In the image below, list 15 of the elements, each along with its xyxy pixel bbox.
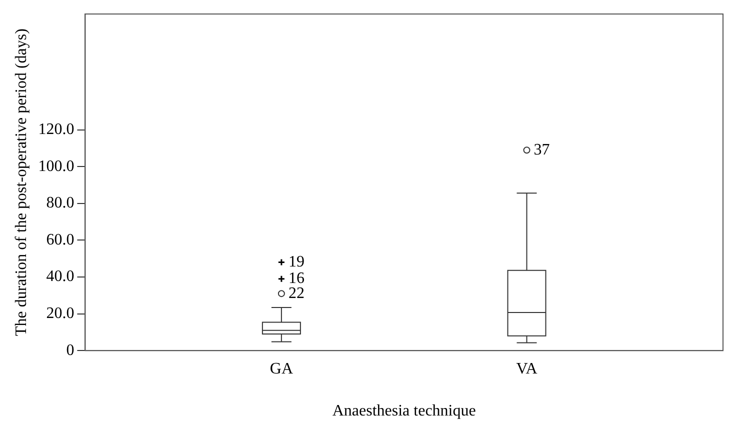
y-tick-label: 20.0 — [46, 305, 74, 322]
x-tick-label: VA — [516, 360, 538, 378]
y-tick-label: 80.0 — [46, 194, 74, 212]
annotation: 22 — [288, 284, 304, 302]
y-tick-label: 120.0 — [38, 121, 74, 138]
y-tick-label: 40.0 — [46, 268, 74, 286]
y-axis-title: The duration of the post-operative period (days) — [12, 28, 30, 336]
y-tick-label: 60.0 — [46, 231, 74, 248]
x-axis-title: Anaesthesia technique — [332, 402, 476, 420]
y-tick-label: 100.0 — [38, 158, 74, 175]
annotation: 37 — [534, 141, 550, 158]
annotation: 16 — [288, 270, 304, 288]
y-tick-label: 0 — [66, 342, 74, 359]
annotation: 19 — [288, 254, 304, 271]
x-tick-label: GA — [270, 360, 294, 378]
